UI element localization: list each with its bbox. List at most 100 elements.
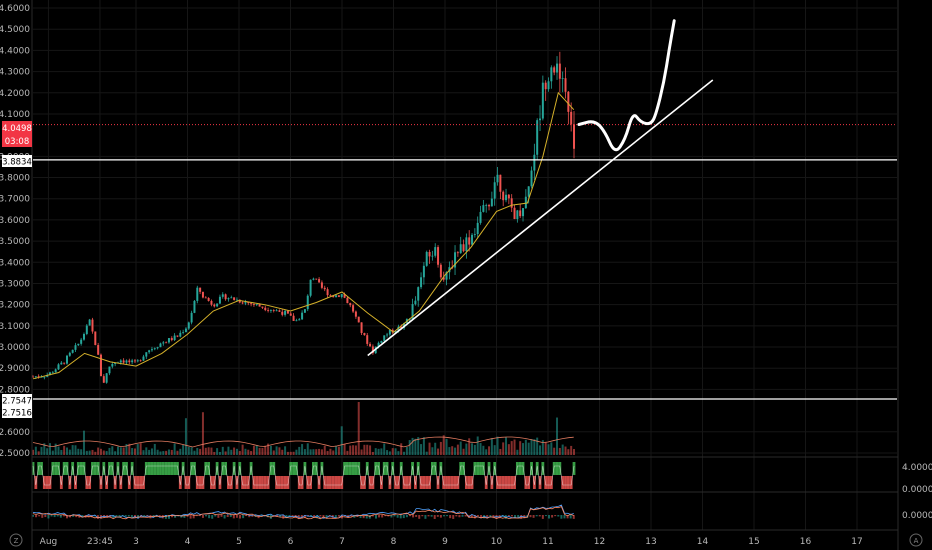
price-tick-label: 4.6000	[0, 4, 30, 14]
macd-histogram-bar	[158, 515, 161, 517]
macd-histogram-bar	[214, 515, 217, 517]
candle	[227, 297, 230, 302]
oscillator-bar	[269, 462, 273, 475]
candle	[196, 285, 199, 304]
volume-bar	[507, 444, 510, 455]
macd-histogram-bar	[44, 515, 47, 518]
oscillator-bar	[456, 476, 460, 489]
volume-bar	[281, 449, 284, 455]
oscillator-bar	[218, 476, 222, 489]
volume-bar	[400, 443, 403, 455]
oscillator-bar	[167, 462, 171, 475]
volume-bar	[74, 445, 77, 455]
oscillator-bar	[195, 476, 199, 489]
oscillator-bar	[566, 476, 570, 489]
macd-histogram-bar	[251, 515, 254, 517]
oscillator-bar	[518, 462, 522, 475]
macd-histogram-bar	[313, 515, 316, 518]
macd-histogram-bar	[415, 515, 418, 517]
oscillator-bar	[538, 476, 542, 489]
macd-histogram-bar	[563, 515, 566, 519]
candle	[74, 342, 77, 353]
svg-text:Z: Z	[14, 537, 19, 545]
candle	[564, 67, 567, 99]
macd-histogram-bar	[183, 515, 186, 518]
candle	[471, 233, 474, 247]
volume-bar	[40, 446, 43, 455]
oscillator-bar	[467, 476, 471, 489]
macd-histogram-bar	[452, 515, 455, 519]
oscillator-bar	[402, 476, 406, 489]
price-tick-label: 3.1000	[0, 322, 30, 332]
oscillator-bar	[436, 476, 440, 489]
candle	[63, 362, 66, 365]
volume-bar	[388, 451, 391, 455]
oscillator-bar	[289, 462, 293, 475]
oscillator-bar	[125, 462, 128, 475]
macd-histogram-bar	[439, 515, 442, 518]
volume-bar	[391, 448, 394, 455]
volume-bar	[51, 450, 54, 455]
macd-histogram-bar	[195, 515, 198, 517]
candle	[323, 285, 326, 292]
macd-histogram-bar	[152, 515, 155, 517]
oscillator-upper-label: 4.0000	[902, 463, 932, 473]
oscillator-bar	[105, 476, 109, 489]
time-axis[interactable]: Aug 23:45 3 4 5 6 7 8 9 10 11 12 13 14 15 16 17	[40, 537, 863, 547]
volume-bar	[411, 437, 414, 455]
macd-histogram-bar	[307, 515, 310, 517]
macd-histogram-bar	[127, 515, 130, 517]
candle	[207, 297, 210, 302]
oscillator-bar	[360, 476, 363, 489]
macd-histogram-bar	[442, 515, 445, 517]
oscillator-bar	[272, 462, 276, 475]
projection-brush-stroke[interactable]	[577, 19, 676, 152]
oscillator-bar	[524, 476, 528, 489]
macd-histogram-bar	[359, 515, 362, 519]
candle	[148, 349, 151, 354]
oscillator-bar	[31, 462, 35, 475]
macd-histogram-bar	[56, 515, 59, 517]
candle	[275, 308, 278, 312]
oscillator-bar	[119, 476, 123, 489]
volume-bar	[292, 451, 295, 455]
candle	[255, 303, 258, 307]
oscillator-bar	[419, 476, 423, 489]
volume-bar	[479, 443, 482, 455]
price-axis[interactable]: 4.60004.50004.40004.30004.20004.10003.90…	[0, 4, 30, 459]
candle	[456, 251, 459, 257]
auto-scale-icon[interactable]: A	[909, 533, 923, 547]
oscillator-bar	[317, 476, 321, 489]
oscillator-bar	[303, 462, 307, 475]
oscillator-bar	[329, 476, 332, 489]
oscillator-bar	[193, 462, 196, 475]
candle	[496, 167, 499, 186]
candle	[573, 111, 576, 159]
candle	[264, 305, 267, 312]
countdown-timer: 03:08	[5, 137, 30, 147]
oscillator-bar	[144, 462, 148, 475]
volume-bar	[193, 450, 196, 455]
price-tick-label: 4.1000	[0, 110, 30, 120]
time-tick-label: 17	[851, 537, 862, 547]
candle	[465, 233, 468, 259]
candle	[522, 208, 525, 222]
candle	[85, 324, 88, 336]
time-tick-label: 5	[236, 537, 242, 547]
oscillator-bar	[558, 462, 562, 475]
macd-histogram-bar	[319, 515, 322, 517]
oscillator-bar	[445, 476, 448, 489]
drawing-layer[interactable]	[33, 19, 897, 400]
volume-bar	[360, 449, 363, 455]
oscillator-bar	[532, 476, 536, 489]
trendline[interactable]	[367, 79, 714, 357]
oscillator-bar	[334, 476, 338, 489]
volume-bar	[82, 430, 85, 455]
timezone-icon[interactable]: Z	[9, 533, 23, 547]
oscillator-bar	[65, 462, 69, 475]
candle	[278, 309, 281, 313]
volume-bar	[128, 443, 131, 455]
volume-bar	[434, 442, 437, 455]
oscillator-bar	[54, 462, 58, 475]
